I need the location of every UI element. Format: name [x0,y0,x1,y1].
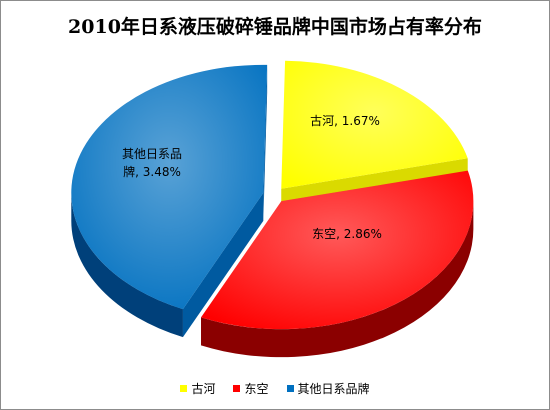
legend-label-other: 其他日系品牌 [297,382,370,396]
slice-wall-other [182,192,264,338]
legend-item-guhe: 古河 [180,380,215,397]
legend-swatch-other [286,385,294,392]
slice-highlight-guhe [281,60,468,189]
legend-label-dongkong: 东空 [244,382,269,396]
legend-item-dongkong: 东空 [233,380,269,397]
data-label-guhe: 古河, 1.67% [310,113,380,128]
slice-highlight-dongkong [201,170,474,330]
slice-highlight-other [71,64,268,310]
data-label-dongkong: 东空, 2.86% [312,227,382,241]
chart-title: 2010年日系液压破碎锤品牌中国市场占有率分布 [68,16,482,38]
legend-swatch-guhe [180,385,188,392]
slice-wall-other [263,64,268,221]
legend-swatch-dongkong [233,385,241,392]
legend-item-other: 其他日系品牌 [286,380,370,397]
data-label-other: 牌, 3.48% [123,165,181,179]
legend-label-guhe: 古河 [191,382,216,396]
slice-side-other [71,192,183,338]
data-label-other: 其他日系品 [122,147,182,161]
legend: 古河 东空 其他日系品牌 [0,380,550,397]
slice-side-dongkong [201,201,474,358]
